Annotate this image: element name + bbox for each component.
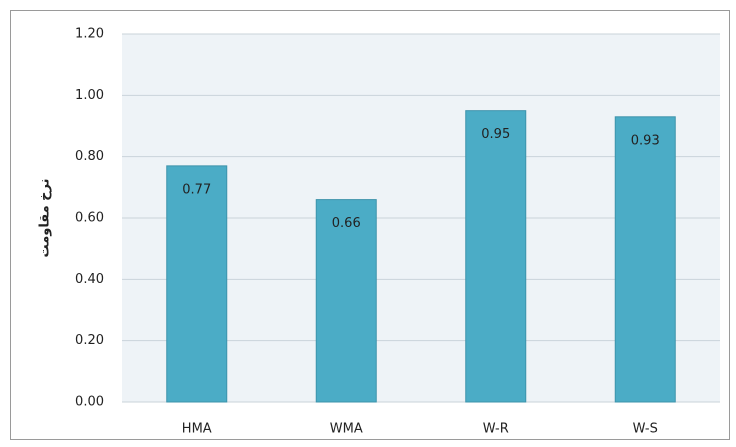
x-tick-label: HMA xyxy=(182,422,212,437)
x-tick-label: W-S xyxy=(633,422,658,437)
y-tick-label: 0.40 xyxy=(75,272,104,287)
y-tick-label: 1.00 xyxy=(75,88,104,103)
y-tick-label: 1.20 xyxy=(75,27,104,42)
bar xyxy=(166,165,228,403)
y-tick-label: 0.00 xyxy=(75,395,104,410)
y-tick-label: 0.60 xyxy=(75,211,104,226)
data-label: 0.77 xyxy=(182,182,211,197)
bar xyxy=(614,116,676,403)
y-tick-label: 0.20 xyxy=(75,333,104,348)
x-tick-label: W-R xyxy=(483,422,509,437)
data-label: 0.95 xyxy=(481,127,510,142)
bar xyxy=(465,110,527,403)
bar xyxy=(315,199,377,403)
y-tick-label: 0.80 xyxy=(75,149,104,164)
y-axis-label: نرخ مقاومت xyxy=(38,178,53,257)
data-label: 0.66 xyxy=(332,216,361,231)
x-tick-label: WMA xyxy=(330,422,363,437)
data-label: 0.93 xyxy=(631,133,660,148)
